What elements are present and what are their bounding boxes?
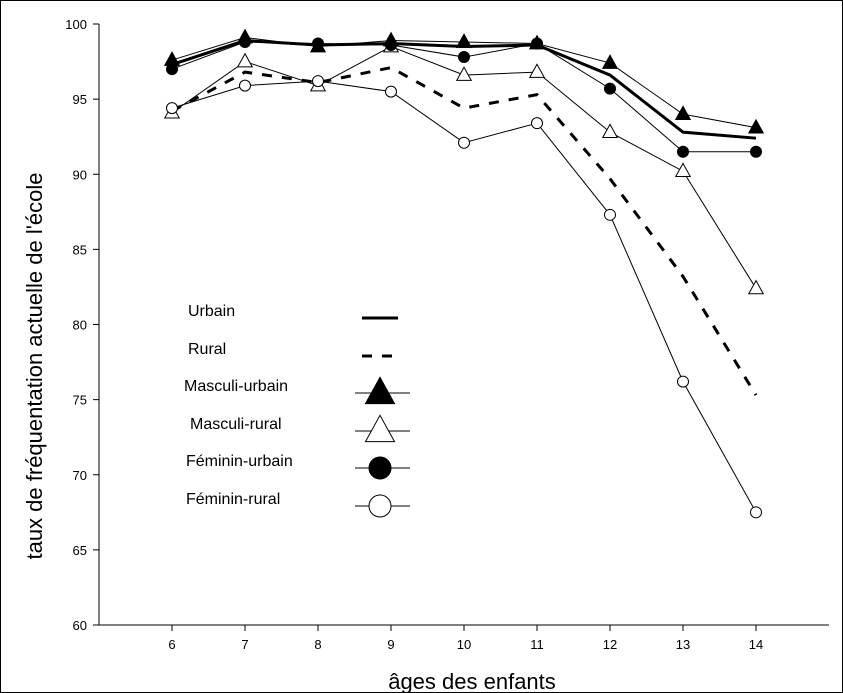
data-point: [458, 51, 470, 64]
legend-item: Masculi-rural: [190, 414, 410, 443]
y-tick-label: 60: [73, 618, 87, 633]
data-point: [750, 145, 762, 158]
data-point: [239, 79, 251, 92]
legend-marker: [368, 456, 392, 480]
data-point: [312, 75, 324, 88]
series-4: [163, 37, 765, 295]
legend-label: Masculi-urbain: [184, 378, 288, 395]
legend-label: Masculi-rural: [190, 416, 282, 433]
data-point: [674, 105, 692, 120]
data-point: [750, 506, 762, 519]
series-line: [171, 65, 758, 396]
data-point: [677, 375, 689, 388]
data-point: [747, 279, 765, 295]
legend-label: Féminin-urbain: [186, 453, 293, 470]
x-tick-label: 8: [314, 637, 321, 652]
data-point: [601, 54, 619, 69]
data-point: [674, 162, 692, 178]
data-point: [747, 118, 765, 134]
data-point: [531, 37, 543, 50]
data-point: [239, 36, 251, 49]
legend-marker: [364, 376, 396, 405]
data-point: [601, 123, 619, 138]
series-6: [166, 75, 762, 519]
legend-item: Féminin-urbain: [186, 453, 410, 480]
legend-item: Rural: [188, 341, 398, 358]
data-point: [385, 39, 397, 52]
series-3: [163, 28, 765, 134]
series-line: [171, 37, 757, 129]
legend-label: Féminin-rural: [186, 491, 280, 508]
series-5: [166, 36, 762, 158]
data-point: [677, 145, 689, 158]
y-tick-label: 80: [73, 318, 87, 333]
legend: Urbain Rural Masculi-urbain Masculi-rural Fé…: [184, 303, 410, 518]
data-point: [455, 66, 473, 81]
series-layer: [163, 28, 765, 519]
x-tick-label: 12: [603, 637, 617, 652]
x-tick-label: 10: [457, 637, 471, 652]
data-point: [455, 33, 473, 48]
series-line: [171, 45, 757, 289]
y-tick-label: 70: [73, 468, 87, 483]
x-tick-label: 13: [676, 637, 690, 652]
y-tick-label: 85: [73, 242, 87, 257]
x-tick-label: 7: [241, 637, 248, 652]
data-point: [531, 117, 543, 130]
legend-item: Urbain: [188, 303, 398, 320]
data-point: [236, 52, 254, 68]
legend-label: Urbain: [188, 303, 235, 320]
series-2: [171, 65, 758, 396]
y-tick-label: 90: [73, 167, 87, 182]
legend-item: Féminin-rural: [186, 491, 410, 518]
x-tick-label: 9: [387, 637, 394, 652]
y-tick-label: 100: [65, 17, 87, 32]
legend-marker: [364, 414, 396, 443]
y-tick-label: 65: [73, 543, 87, 558]
data-point: [604, 82, 616, 95]
x-axis-title: âges des enfants: [388, 669, 556, 693]
axes: 60 65 70 75 80 85 90 95 100 6 7 8 9 10 11 12 13 14: [65, 17, 829, 652]
data-point: [385, 85, 397, 98]
x-tick-label: 14: [749, 637, 763, 652]
y-tick-label: 95: [73, 92, 87, 107]
data-point: [604, 208, 616, 221]
data-point: [528, 63, 546, 78]
data-point: [166, 63, 178, 76]
legend-item: Masculi-urbain: [184, 376, 410, 405]
y-tick-label: 75: [73, 393, 87, 408]
legend-marker: [368, 494, 392, 518]
x-tick-label: 6: [168, 637, 175, 652]
x-tick-label: 11: [530, 637, 544, 652]
y-axis-title: taux de fréquentation actuelle de l'écol…: [22, 172, 47, 559]
data-point: [312, 37, 324, 50]
data-point: [166, 102, 178, 115]
data-point: [458, 136, 470, 149]
legend-label: Rural: [188, 341, 226, 358]
